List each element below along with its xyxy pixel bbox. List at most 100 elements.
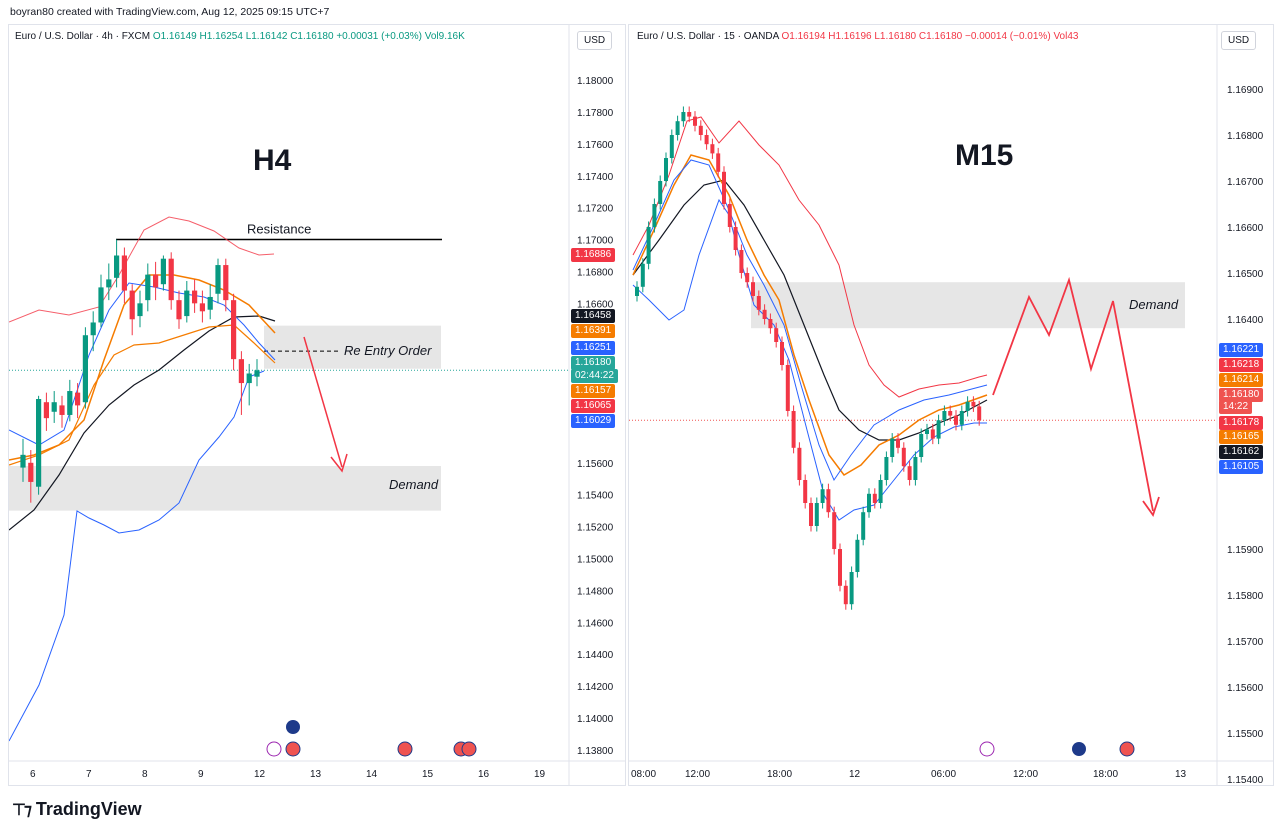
left-candle-body [145,274,151,301]
left-price-tick: 1.17000 [577,236,614,247]
right-price-tag: 14:22 [1219,400,1253,414]
right-low: L1.16180 [874,31,917,42]
left-price-tag: 1.16157 [571,384,616,398]
right-chart-pane[interactable]: Euro / U.S. Dollar · 15 · OANDA O1.16194… [628,24,1274,786]
left-event-flag-icon [397,741,413,757]
right-change: −0.00014 (−0.01%) [965,31,1051,42]
left-upper-band [9,216,275,323]
left-candle-body [192,290,198,304]
right-candle-body [849,572,854,605]
tradingview-brand: TradingView [35,799,142,819]
left-currency-button[interactable]: USD [577,31,613,50]
left-open: O1.16149 [152,31,197,42]
right-candle-body [913,457,918,480]
right-candle-body [820,489,825,503]
right-candle-body [658,181,663,204]
right-candle-body [704,135,709,145]
left-price-tick: 1.15400 [577,491,614,502]
right-time-tick: 12:00 [1013,769,1038,780]
left-candle-body [176,300,182,320]
right-candle-body [646,227,651,264]
left-resistance-label: Resistance [247,222,311,237]
tradingview-logo[interactable]: ⊤⁊ TradingView [12,799,142,820]
right-candle-body [664,158,668,181]
left-demand-label: Demand [389,477,439,492]
left-price-tag: 1.16029 [571,414,616,428]
left-time-tick: 12 [254,769,266,780]
left-price-tick: 1.15200 [577,523,614,534]
right-chart-canvas[interactable]: 1.16900 1.16800 1.16700 1.16600 1.16500 1.164… [629,25,1273,785]
right-candle-body [954,415,958,425]
left-chart-canvas[interactable]: 1.18000 1.17800 1.17600 1.17400 1.17200 1.170… [9,25,625,785]
left-price-tick: 1.14000 [577,714,614,725]
left-time-tick: 15 [422,769,434,780]
left-candle-body [90,322,96,336]
left-arrow-head [330,453,348,473]
left-event-flag-icon [285,741,301,757]
right-symbol[interactable]: Euro / U.S. Dollar · 15 · OANDA [637,31,779,42]
left-price-tag: 1.16458 [571,309,616,323]
right-candle-body [797,447,802,480]
right-candle-body [716,153,721,172]
right-candle-body [640,263,645,287]
right-candle-body [872,493,877,503]
left-low: L1.16142 [245,31,288,42]
right-candle-body [768,319,773,329]
right-candle-body [733,227,738,250]
right-currency-button[interactable]: USD [1221,31,1257,50]
right-candle-body [965,401,970,411]
left-ma-black [9,315,276,531]
right-candle-body [959,411,964,425]
left-price-tick: 1.17400 [577,172,614,183]
right-candle-body [867,493,871,513]
left-candle-body [231,300,237,360]
right-candle-body [785,365,790,411]
right-lower-band [632,198,987,521]
left-chart-pane[interactable]: Euro / U.S. Dollar · 4h · FXCM O1.16149 … [8,24,626,786]
left-price-tag: 02:44:22 [571,369,618,383]
left-price-tick: 1.17800 [577,108,614,119]
left-price-tag: 1.16065 [571,399,616,413]
right-price-tick: 1.16900 [1227,85,1264,96]
left-candle-body [59,405,65,415]
right-price-tag: 1.16180 [1219,388,1264,402]
left-time-tick: 16 [478,769,490,780]
left-candle-body [75,392,81,406]
right-time-tick: 13 [1175,769,1187,780]
left-time-tick: 6 [30,769,36,780]
left-symbol[interactable]: Euro / U.S. Dollar · 4h · FXCM [15,31,151,42]
right-candle-body [762,309,767,319]
right-price-tick: 1.15600 [1227,683,1264,694]
right-candle-body [948,411,953,416]
right-ma-black [632,179,988,441]
right-event-flag-icon [1119,741,1135,757]
right-candle-body [791,411,796,448]
left-ohlc-legend: Euro / U.S. Dollar · 4h · FXCM O1.16149 … [15,31,465,42]
left-timeframe-label: H4 [253,144,292,177]
left-candle-body [121,255,127,291]
left-price-tick: 1.15600 [577,459,614,470]
right-price-tag: 1.16162 [1219,445,1264,459]
right-price-tag: 1.16218 [1219,358,1264,372]
right-event-icon [979,741,995,757]
right-candle-body [861,512,866,540]
left-candle-body [98,287,104,323]
right-candle-body [780,342,784,365]
right-candle-body [751,282,755,296]
left-reentry-zone [264,325,441,369]
right-price-tick: 1.16400 [1227,315,1264,326]
right-candle-body [809,503,813,526]
right-candle-body [774,328,779,342]
right-event-icon [1072,742,1086,756]
right-ohlc-legend: Euro / U.S. Dollar · 15 · OANDA O1.16194… [637,31,1078,42]
right-candle-body [675,121,680,135]
right-candle-body [681,112,686,122]
right-candle-body [878,480,883,503]
right-candle-body [925,429,929,434]
credit-line: boyran80 created with TradingView.com, A… [10,6,330,18]
right-candle-body [843,585,848,605]
right-price-tick: 1.16600 [1227,223,1264,234]
left-event-flag-icon [461,741,477,757]
right-candle-body [687,112,692,117]
right-time-tick: 12 [849,769,861,780]
